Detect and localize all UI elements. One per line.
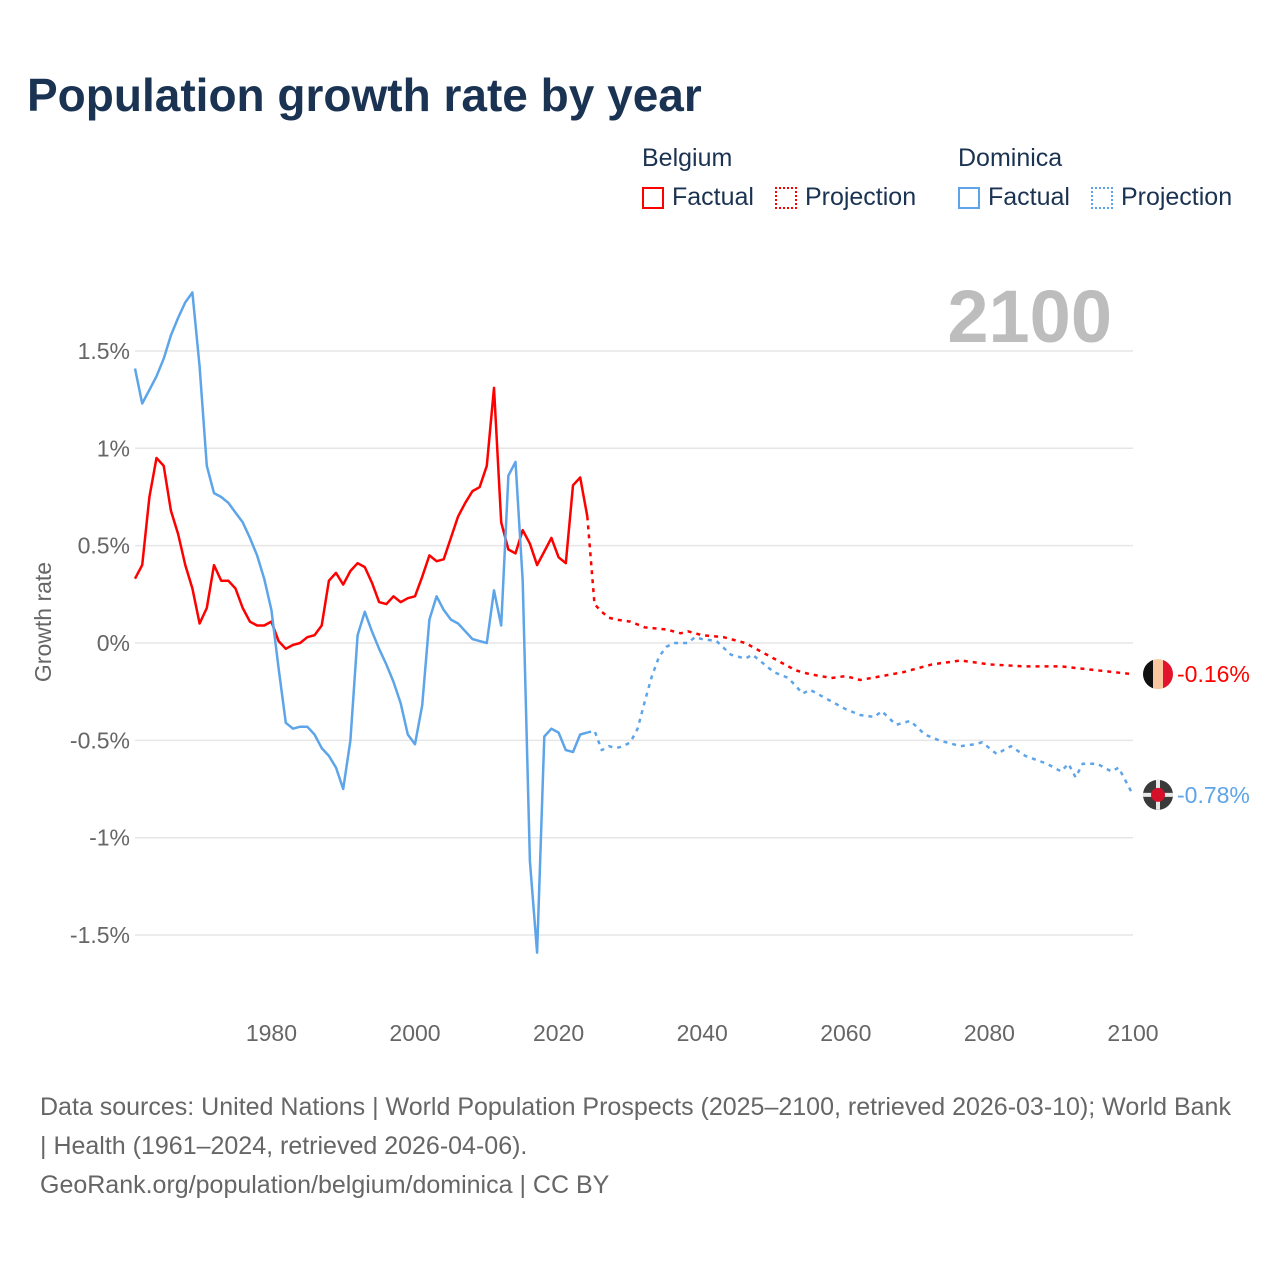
y-axis-label: Growth rate (30, 562, 56, 682)
x-tick-label: 2020 (533, 1020, 584, 1046)
y-tick-label: 1.5% (78, 338, 130, 364)
chart-title: Population growth rate by year (27, 69, 702, 121)
y-tick-label: 0% (97, 630, 130, 656)
legend-swatch-solid (642, 186, 664, 209)
legend-item-dominica-factual[interactable]: Factual (958, 183, 1070, 212)
legend-label: Factual (672, 183, 754, 211)
series-line-dominica-factual (133, 291, 588, 954)
x-tick-label: 1980 (246, 1020, 297, 1046)
legend-group-label: Belgium (642, 144, 733, 172)
legend-swatch-dotted (1090, 186, 1113, 209)
legend-item-belgium-projection[interactable]: Projection (774, 183, 917, 212)
y-tick-label: 0.5% (78, 533, 130, 559)
footer: Data sources: United Nations | World Pop… (40, 1088, 1240, 1205)
x-tick-label: 2060 (820, 1020, 871, 1046)
x-tick-label: 2080 (964, 1020, 1015, 1046)
legend-label: Factual (988, 183, 1070, 211)
legend-dominica: Dominica Factual Projection (958, 144, 1246, 216)
y-tick-label: 1% (97, 435, 130, 461)
series-line-dominica-projection (586, 635, 1135, 796)
y-tick-label: -1% (89, 825, 130, 851)
series-line-belgium-factual (133, 386, 589, 651)
flag-belgium-icon (1143, 659, 1173, 690)
legend-belgium: Belgium Factual Projection (642, 144, 930, 216)
legend-label: Projection (1120, 183, 1233, 211)
flag-dominica-icon (1143, 779, 1173, 810)
legend-label: Projection (804, 183, 917, 211)
end-value-label-dominica: -0.78% (1177, 782, 1250, 808)
y-tick-label: -0.5% (70, 727, 130, 753)
year-display: 2100 (947, 275, 1112, 358)
attribution-link[interactable]: GeoRank.org/population/belgium/dominica … (40, 1171, 610, 1199)
legend-item-dominica-projection[interactable]: Projection (1090, 183, 1233, 212)
end-value-label-belgium: -0.16% (1177, 661, 1250, 687)
x-tick-label: 2100 (1107, 1020, 1158, 1046)
legend-item-belgium-factual[interactable]: Factual (642, 183, 754, 212)
series-line-belgium-projection (586, 516, 1134, 682)
data-sources: Data sources: United Nations | World Pop… (40, 1093, 1231, 1160)
x-tick-label: 2040 (677, 1020, 728, 1046)
legend-group-label: Dominica (958, 144, 1063, 172)
legend-swatch-dotted (774, 186, 797, 209)
x-tick-label: 2000 (389, 1020, 440, 1046)
y-tick-label: -1.5% (70, 922, 130, 948)
legend-swatch-solid (958, 186, 980, 209)
